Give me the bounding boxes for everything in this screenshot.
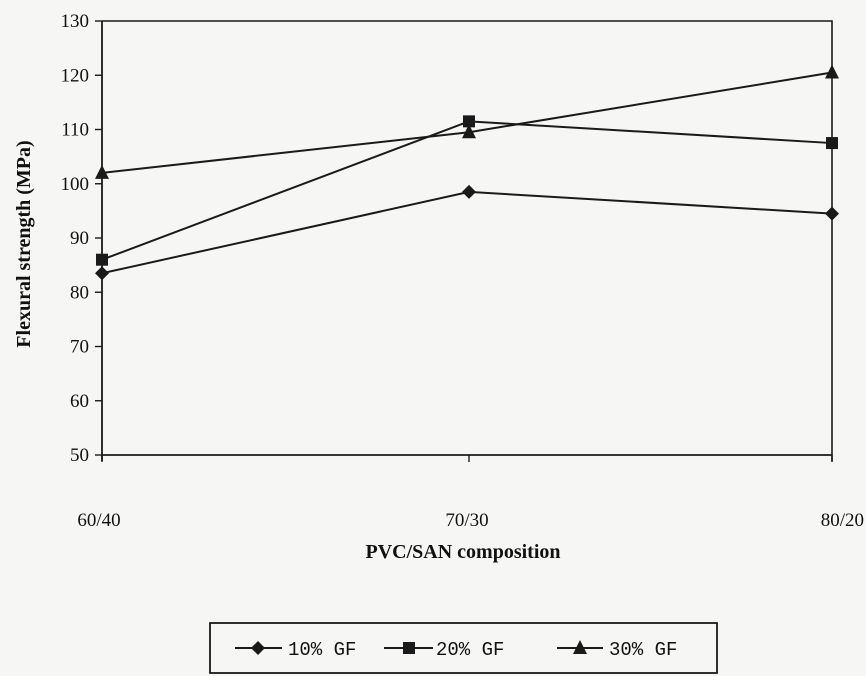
y-tick-label: 90 — [70, 228, 89, 249]
legend-marker-triangle — [573, 640, 587, 654]
data-point-diamond — [462, 184, 476, 199]
y-tick-label: 60 — [70, 391, 89, 412]
y-tick-label: 130 — [61, 11, 90, 32]
series-layer — [95, 64, 839, 281]
data-point-triangle — [95, 164, 109, 179]
y-axis-title: Flexural strength (MPa) — [13, 140, 35, 347]
legend: 10% GF 20% GF 30% GF — [209, 622, 718, 674]
data-point-square — [96, 253, 108, 266]
legend-label: 20% GF — [436, 639, 504, 661]
y-tick-label: 110 — [61, 120, 89, 141]
y-tick-label: 70 — [70, 337, 89, 358]
legend-marker-diamond — [251, 641, 265, 655]
x-tick-label: 80/20 — [821, 510, 864, 531]
x-axis-title: PVC/SAN composition — [365, 541, 560, 563]
legend-label: 10% GF — [288, 639, 356, 661]
data-point-square — [463, 115, 475, 128]
x-axis: 60/40 70/30 80/20 — [77, 455, 864, 531]
plot-area — [101, 20, 833, 461]
y-axis: 50 60 70 80 90 100 110 120 130 — [61, 11, 102, 466]
y-tick-label: 50 — [70, 445, 89, 466]
y-tick-label: 120 — [61, 65, 90, 86]
legend-label: 30% GF — [609, 639, 677, 661]
data-point-square — [826, 137, 838, 150]
x-tick-label: 70/30 — [445, 510, 488, 531]
data-point-diamond — [825, 206, 839, 221]
plot-border — [102, 20, 833, 461]
y-tick-label: 100 — [61, 174, 90, 195]
data-point-triangle — [825, 64, 839, 79]
y-tick-label: 80 — [70, 282, 89, 303]
series-line-1 — [101, 190, 833, 275]
data-point-triangle — [462, 124, 476, 139]
legend-box — [209, 622, 718, 674]
data-point-diamond — [95, 266, 109, 281]
x-tick-label: 60/40 — [77, 510, 120, 531]
legend-marker-square — [403, 642, 415, 654]
